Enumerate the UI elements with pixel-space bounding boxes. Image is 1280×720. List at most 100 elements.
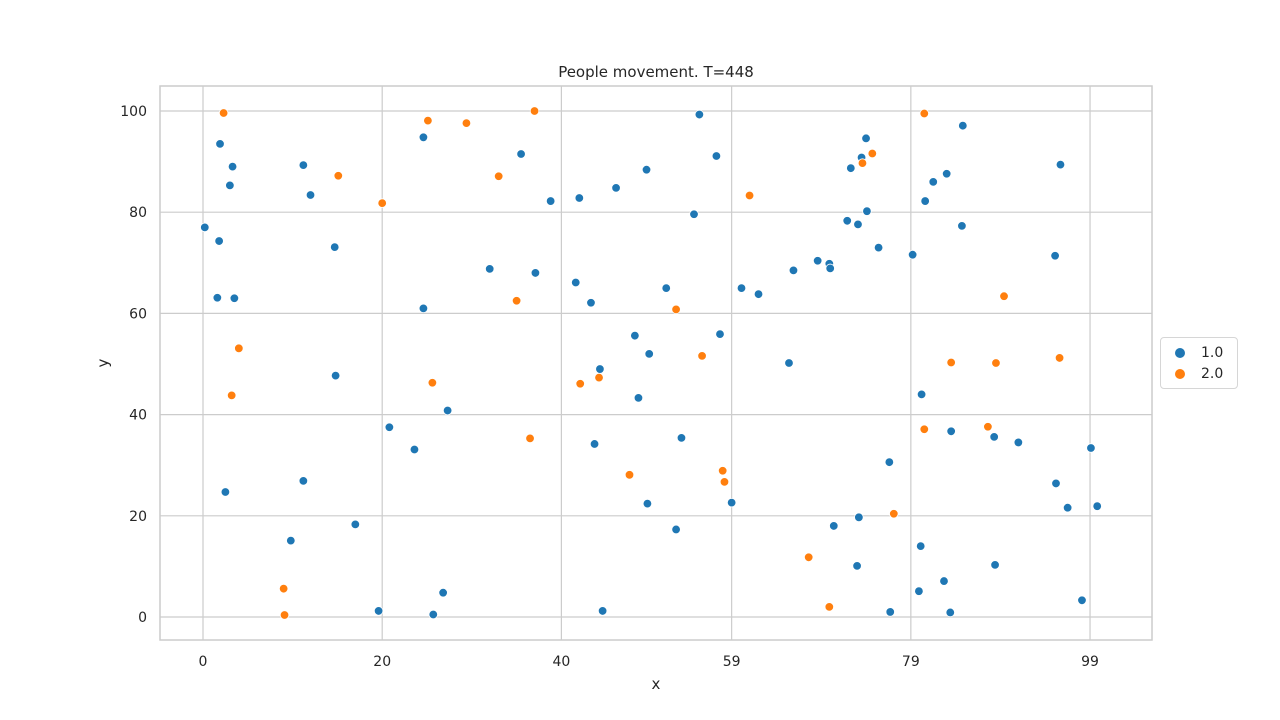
data-point — [983, 422, 993, 432]
data-point — [595, 364, 605, 374]
x-tick-label: 20 — [373, 654, 391, 670]
data-point — [212, 293, 223, 303]
data-point — [990, 560, 1000, 570]
data-point — [862, 206, 872, 216]
data-point — [717, 466, 728, 476]
grid-lines — [160, 86, 1152, 640]
chart-title: People movement. T=448 — [558, 63, 754, 81]
data-point — [330, 242, 340, 252]
data-point — [373, 606, 384, 616]
data-point — [753, 289, 764, 299]
legend-label: 1.0 — [1201, 345, 1224, 361]
data-point — [957, 221, 967, 231]
x-tick-labels: 0 20 40 59 79 99 — [199, 654, 1099, 670]
data-point — [853, 219, 863, 230]
plot-area — [159, 85, 1153, 641]
data-point — [846, 163, 856, 173]
data-point — [873, 242, 884, 253]
legend-marker-icon — [1175, 348, 1185, 358]
data-point — [305, 190, 316, 200]
data-point — [575, 379, 585, 389]
data-point — [644, 349, 654, 359]
data-point — [545, 196, 556, 206]
data-point — [671, 304, 681, 315]
data-point — [215, 139, 225, 149]
data-point — [726, 497, 737, 508]
data-point — [286, 535, 296, 546]
data-point — [914, 586, 924, 596]
data-point — [633, 393, 644, 403]
data-point — [1013, 437, 1024, 448]
y-tick-label: 0 — [138, 610, 147, 626]
data-point — [919, 424, 929, 434]
data-point — [842, 216, 852, 226]
data-point — [744, 190, 755, 201]
data-points — [200, 106, 1102, 620]
data-point — [214, 236, 224, 246]
data-point — [298, 476, 309, 486]
data-point — [423, 115, 433, 126]
data-point — [946, 357, 956, 368]
data-point — [530, 268, 541, 278]
data-point — [857, 158, 868, 168]
data-point — [333, 171, 343, 181]
data-point — [999, 291, 1009, 301]
data-point — [493, 171, 504, 181]
data-point — [377, 198, 387, 208]
data-point — [867, 148, 878, 159]
data-point — [989, 432, 999, 442]
y-tick-label: 100 — [120, 104, 147, 120]
data-point — [671, 524, 681, 535]
y-tick-labels: 0 20 40 60 80 100 — [120, 104, 147, 626]
data-point — [916, 389, 927, 400]
y-tick-label: 80 — [129, 205, 147, 221]
data-point — [812, 256, 823, 266]
data-point — [852, 561, 862, 571]
data-point — [200, 222, 210, 233]
data-point — [1086, 443, 1096, 453]
x-tick-label: 40 — [552, 654, 570, 670]
data-point — [525, 433, 535, 444]
y-axis-label: y — [94, 358, 112, 367]
data-point — [907, 250, 918, 260]
data-point — [418, 303, 429, 314]
data-point — [854, 512, 864, 523]
data-point — [229, 293, 240, 303]
data-point — [409, 444, 420, 455]
data-point — [279, 610, 290, 620]
x-tick-label: 59 — [723, 654, 741, 670]
data-point — [278, 583, 289, 594]
data-point — [428, 609, 438, 620]
data-point — [885, 607, 895, 617]
data-point — [227, 161, 238, 172]
data-point — [711, 151, 722, 161]
data-point — [861, 133, 871, 144]
data-point — [350, 519, 361, 530]
data-point — [694, 109, 705, 120]
data-point — [641, 164, 652, 175]
data-point — [330, 370, 341, 381]
legend-marker-icon — [1175, 369, 1185, 379]
data-point — [919, 108, 929, 119]
data-point — [511, 296, 522, 306]
data-point — [824, 602, 835, 612]
data-point — [234, 343, 244, 354]
data-point — [945, 607, 955, 618]
y-tick-label: 40 — [129, 408, 147, 424]
data-point — [630, 330, 640, 341]
data-point — [1077, 595, 1087, 606]
data-point — [586, 298, 596, 308]
data-point — [825, 263, 835, 274]
data-point — [1051, 478, 1061, 489]
data-point — [1055, 159, 1066, 170]
data-point — [461, 118, 472, 128]
data-point — [939, 576, 949, 586]
data-point — [736, 283, 747, 293]
data-point — [991, 358, 1001, 368]
data-point — [1054, 353, 1065, 363]
data-point — [571, 277, 581, 288]
data-point — [298, 160, 309, 170]
data-point — [418, 132, 429, 143]
data-point — [689, 209, 699, 219]
